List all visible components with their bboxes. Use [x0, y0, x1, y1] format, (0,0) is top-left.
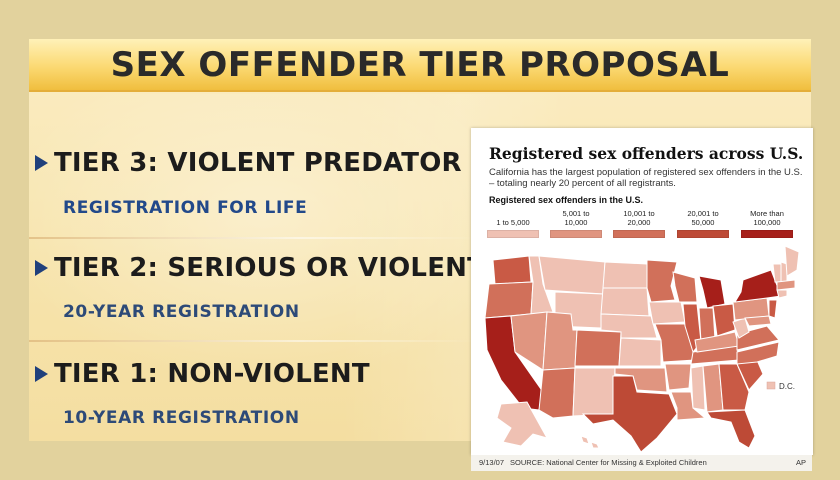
map-card: Registered sex offenders across U.S. Cal…: [471, 128, 813, 455]
state-arizona: [538, 367, 576, 419]
state-connecticut: [776, 289, 788, 299]
state-new-mexico: [572, 367, 616, 417]
footer-credit: AP: [795, 458, 806, 467]
state-minnesota: [646, 259, 678, 303]
state-north-dakota: [602, 261, 648, 289]
dc-label: D.C.: [779, 382, 795, 391]
footer-source: SOURCE: National Center for Missing & Ex…: [510, 458, 707, 467]
state-ohio: [712, 303, 736, 337]
state-michigan: [698, 275, 726, 309]
state-maryland: [744, 315, 772, 327]
legend-title: Registered sex offenders in the U.S.: [489, 195, 644, 205]
tier-1-row: TIER 1: NON-VIOLENT: [35, 359, 370, 389]
tier-2-detail: 20-YEAR REGISTRATION: [63, 302, 300, 322]
state-oregon: [484, 281, 534, 319]
state-missouri: [654, 323, 696, 363]
triangle-bullet-icon: [35, 155, 48, 171]
legend-item: More than 100,000: [741, 208, 793, 238]
tier-2-label: TIER 2: SERIOUS OR VIOLENT: [54, 253, 486, 283]
triangle-bullet-icon: [35, 366, 48, 382]
state-massachusetts: [776, 279, 796, 291]
footer-date: 9/13/07: [479, 458, 505, 467]
state-utah: [542, 311, 578, 371]
triangle-bullet-icon: [35, 260, 48, 276]
legend-label: 20,001 to 50,000: [687, 209, 719, 227]
state-wisconsin: [672, 271, 698, 303]
state-florida: [706, 409, 756, 449]
map-subtitle: California has the largest population of…: [489, 167, 803, 189]
legend-label: 10,001 to 20,000: [623, 209, 655, 227]
state-arkansas: [664, 363, 692, 391]
state-north-carolina: [736, 341, 780, 365]
state-alaska: [496, 401, 549, 447]
legend-item: 1 to 5,000: [487, 208, 539, 238]
state-south-dakota: [600, 287, 650, 317]
state-iowa: [648, 301, 686, 325]
map-title: Registered sex offenders across U.S.: [489, 144, 804, 163]
legend-item: 5,001 to 10,000: [550, 208, 602, 238]
state-new-york: [734, 269, 782, 303]
slide-title-bar: SEX OFFENDER TIER PROPOSAL: [29, 39, 811, 92]
state-mississippi: [690, 365, 706, 411]
tier-divider-1: [29, 237, 479, 239]
legend-item: 20,001 to 50,000: [677, 208, 729, 238]
state-new-jersey: [768, 299, 778, 319]
tier-3-row: TIER 3: VIOLENT PREDATOR: [35, 148, 462, 178]
legend-item: 10,001 to 20,000: [613, 208, 665, 238]
legend-swatch: [613, 230, 665, 238]
legend-swatch: [741, 230, 793, 238]
tier-3-label: TIER 3: VIOLENT PREDATOR: [54, 148, 462, 178]
state-kansas: [618, 337, 662, 367]
state-vermont: [772, 263, 782, 283]
map-footer: 9/13/07 SOURCE: National Center for Miss…: [471, 455, 812, 471]
state-maine: [784, 245, 800, 277]
state-georgia: [718, 363, 750, 411]
state-louisiana: [670, 391, 707, 421]
slide-title: SEX OFFENDER TIER PROPOSAL: [110, 45, 730, 85]
legend-label: 5,001 to 10,000: [562, 209, 590, 227]
legend-label: 1 to 5,000: [496, 217, 530, 227]
tier-1-label: TIER 1: NON-VIOLENT: [54, 359, 370, 389]
legend-swatch: [487, 230, 539, 238]
state-texas: [581, 375, 678, 452]
state-montana: [538, 255, 606, 295]
us-map: D.C.: [484, 245, 800, 452]
state-hawaii: [580, 435, 600, 449]
legend-swatch: [677, 230, 729, 238]
legend-label: More than 100,000: [750, 209, 784, 227]
dc-swatch: [766, 381, 776, 390]
tier-divider-2: [29, 340, 479, 342]
state-colorado: [574, 329, 622, 367]
tier-1-detail: 10-YEAR REGISTRATION: [63, 408, 300, 428]
tier-3-detail: REGISTRATION FOR LIFE: [63, 198, 308, 218]
state-washington: [492, 255, 532, 285]
tier-2-row: TIER 2: SERIOUS OR VIOLENT: [35, 253, 485, 283]
legend-swatch: [550, 230, 602, 238]
